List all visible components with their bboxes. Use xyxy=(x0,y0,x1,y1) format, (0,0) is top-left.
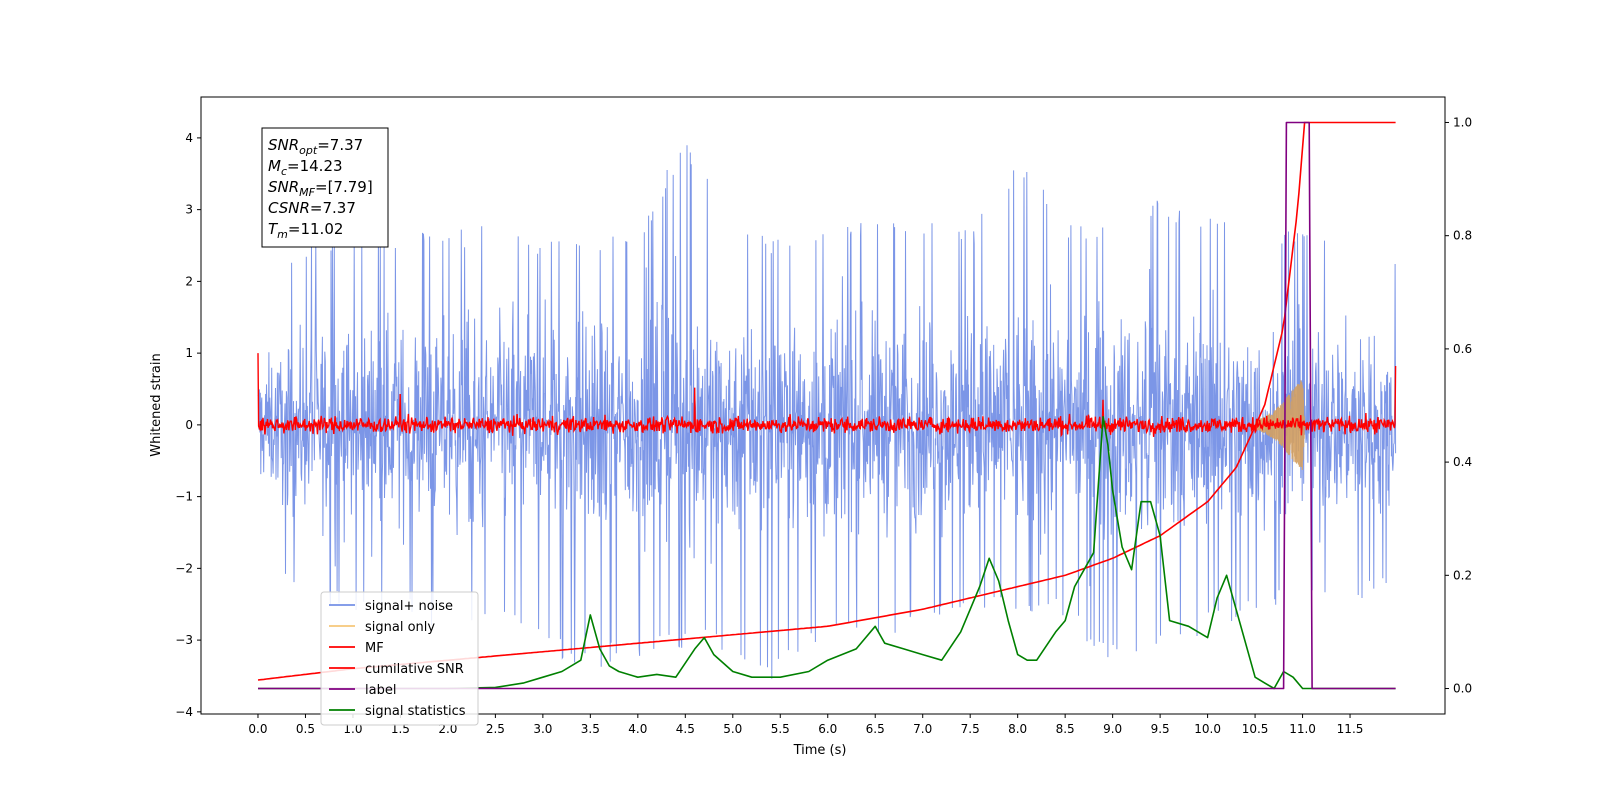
y-axis-label: Whitened strain xyxy=(149,353,164,456)
y-tick-label: 1 xyxy=(185,346,193,360)
x-tick-label: 4.0 xyxy=(628,722,647,736)
legend: signal+ noise signal only MF cumilative SNR… xyxy=(320,591,479,726)
x-tick-label: 3.5 xyxy=(581,722,600,736)
legend-label: label xyxy=(365,683,396,698)
legend-frame xyxy=(320,591,479,726)
y-axis-right: 0.0 0.2 0.4 0.6 0.8 1.0 xyxy=(1445,115,1472,696)
y-tick-label: −4 xyxy=(175,705,193,719)
x-tick-label: 4.5 xyxy=(676,722,695,736)
y-tick-label: 4 xyxy=(185,131,193,145)
y2-tick-label: 0.4 xyxy=(1453,455,1472,469)
x-tick-label: 0.5 xyxy=(296,722,315,736)
legend-label: cumilative SNR xyxy=(365,662,464,677)
y2-tick-label: 0.6 xyxy=(1453,342,1472,356)
annotation-line: SNRopt=7.37 xyxy=(268,136,363,157)
y-axis-left: −4 −3 −2 −1 0 1 2 3 4 xyxy=(175,131,201,719)
y-tick-label: −3 xyxy=(175,633,193,647)
annotation-line: CSNR=7.37 xyxy=(268,199,356,217)
y-tick-label: 3 xyxy=(185,203,193,217)
x-tick-label: 7.5 xyxy=(961,722,980,736)
series-mf-line xyxy=(257,353,1397,438)
legend-label: signal+ noise xyxy=(365,599,453,614)
x-tick-label: 11.0 xyxy=(1289,722,1316,736)
legend-label: signal statistics xyxy=(365,704,466,719)
x-tick-label: 0.0 xyxy=(248,722,267,736)
x-tick-label: 11.5 xyxy=(1337,722,1364,736)
x-tick-label: 8.0 xyxy=(1008,722,1027,736)
x-tick-label: 5.5 xyxy=(771,722,790,736)
legend-label: MF xyxy=(365,641,384,656)
annotation-line: Mc=14.23 xyxy=(268,157,343,178)
y-tick-label: −1 xyxy=(175,490,193,504)
x-tick-label: 10.5 xyxy=(1242,722,1269,736)
series-signal-statistics-line xyxy=(258,416,1396,690)
plot-frame xyxy=(200,96,1446,715)
annotation-box: SNRopt=7.37Mc=14.23SNRMF=[7.79]CSNR=7.37… xyxy=(261,127,389,248)
series-signal-noise-line xyxy=(257,145,1397,679)
annotation-line: Tm=11.02 xyxy=(268,220,343,241)
x-tick-label: 7.0 xyxy=(913,722,932,736)
y2-tick-label: 0.2 xyxy=(1453,568,1472,582)
x-tick-label: 9.5 xyxy=(1151,722,1170,736)
annotation-line: SNRMF=[7.79] xyxy=(268,178,373,199)
x-axis-label: Time (s) xyxy=(793,743,847,758)
annotation-frame xyxy=(261,127,389,248)
x-tick-label: 9.0 xyxy=(1103,722,1122,736)
x-tick-label: 10.0 xyxy=(1194,722,1221,736)
x-tick-label: 3.0 xyxy=(533,722,552,736)
y2-tick-label: 1.0 xyxy=(1453,115,1472,129)
y2-tick-label: 0.0 xyxy=(1453,682,1472,696)
legend-label: signal only xyxy=(365,620,435,635)
y-tick-label: 2 xyxy=(185,274,193,288)
y2-tick-label: 0.8 xyxy=(1453,229,1472,243)
series-label-line xyxy=(258,121,1396,690)
x-tick-label: 5.0 xyxy=(723,722,742,736)
x-tick-label: 6.0 xyxy=(818,722,837,736)
x-tick-label: 6.5 xyxy=(866,722,885,736)
x-axis: 0.0 0.5 1.0 1.5 2.0 2.5 3.0 3.5 4.0 4.5 5.0 5.5 6.0 6… xyxy=(248,714,1363,736)
x-tick-label: 2.5 xyxy=(486,722,505,736)
y-tick-label: 0 xyxy=(185,418,193,432)
series-signal-only-line xyxy=(1254,380,1306,470)
x-tick-label: 8.5 xyxy=(1056,722,1075,736)
y-tick-label: −2 xyxy=(175,561,193,575)
